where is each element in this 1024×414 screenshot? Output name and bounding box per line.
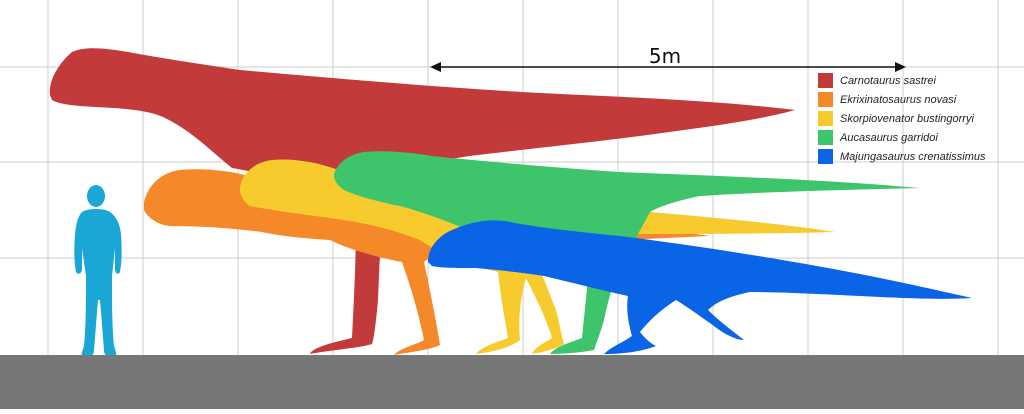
legend-swatch [818,92,833,107]
legend-swatch [818,73,833,88]
legend-swatch [818,111,833,126]
scale-label: 5m [648,44,682,68]
legend: Carnotaurus sastrei Ekrixinatosaurus nov… [818,71,1018,166]
legend-label: Ekrixinatosaurus novasi [840,93,957,106]
legend-label: Skorpiovenator bustingorryi [840,112,974,125]
legend-item-carnotaurus: Carnotaurus sastrei [818,71,1018,90]
legend-label: Majungasaurus crenatissimus [840,150,986,163]
legend-label: Aucasaurus garridoi [840,131,938,144]
legend-item-majungasaurus: Majungasaurus crenatissimus [818,147,1018,166]
legend-item-skorpiovenator: Skorpiovenator bustingorryi [818,109,1018,128]
carnotaurus-silhouette [49,48,795,354]
legend-swatch [818,149,833,164]
legend-label: Carnotaurus sastrei [840,74,936,87]
ekrixinatosaurus-silhouette [144,169,710,355]
majungasaurus-silhouette [428,220,972,354]
skorpiovenator-silhouette [240,159,835,354]
ground [0,355,1024,409]
legend-swatch [818,130,833,145]
legend-item-ekrixinatosaurus: Ekrixinatosaurus novasi [818,90,1018,109]
human-silhouette [74,185,122,358]
legend-item-aucasaurus: Aucasaurus garridoi [818,128,1018,147]
scale-bar [430,62,906,72]
